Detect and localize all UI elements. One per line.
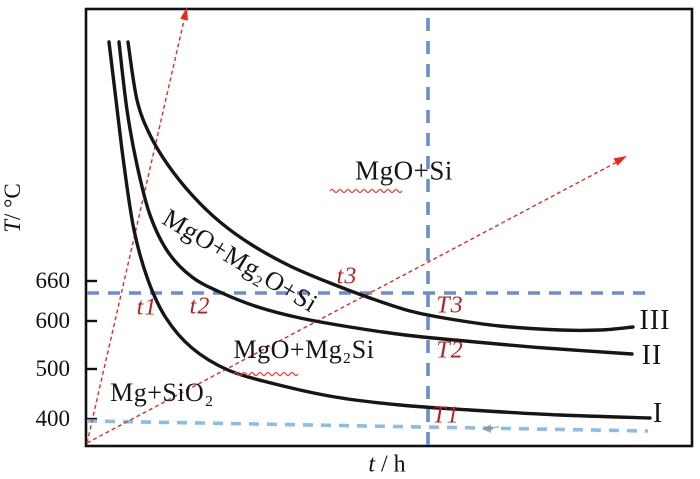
plot-frame xyxy=(84,7,694,448)
region-label-mg-sio2: Mg+SiO₂ xyxy=(110,378,214,407)
temp-marker-T3: T3 xyxy=(436,292,464,319)
region-label-mgo-mg2si: MgO+Mg₂Si xyxy=(233,335,375,364)
curve-label-I: I xyxy=(652,398,664,429)
y-axis-unit: / °C xyxy=(0,183,25,220)
time-marker-t2: t2 xyxy=(189,293,211,320)
y-tick-label-500: 500 xyxy=(35,356,71,381)
x-axis-unit: / h xyxy=(375,451,406,478)
time-marker-t1: t1 xyxy=(136,294,158,321)
curve-label-III: III xyxy=(639,305,671,336)
temp-marker-T2: T2 xyxy=(436,337,464,364)
cursor-arrow-artifact xyxy=(482,424,500,433)
y-tick-label-660: 660 xyxy=(35,268,71,293)
curve-label-II: II xyxy=(641,340,663,371)
x-axis-title: t / h xyxy=(368,452,405,479)
curve-c1 xyxy=(107,40,652,420)
light-blue-dashed-reference-line xyxy=(86,419,649,433)
time-marker-t3: t3 xyxy=(336,263,358,290)
y-tick-label-400: 400 xyxy=(35,406,71,431)
red-dashed-arrows xyxy=(86,15,618,444)
curve-c2 xyxy=(117,40,634,356)
red-squiggle-underlines xyxy=(233,188,403,377)
y-axis-title: T / °C xyxy=(0,138,28,278)
curve-c3 xyxy=(126,40,635,333)
curves-group xyxy=(107,40,652,420)
y-axis-symbol: T xyxy=(0,219,25,233)
region-label-mgo-si: MgO+Si xyxy=(355,155,453,186)
y-tick-label-600: 600 xyxy=(35,308,71,333)
y-axis-ticks xyxy=(87,279,97,421)
red-arrowheads xyxy=(180,7,627,166)
x-axis-symbol: t xyxy=(368,451,375,478)
temp-marker-T1: T1 xyxy=(432,402,460,429)
